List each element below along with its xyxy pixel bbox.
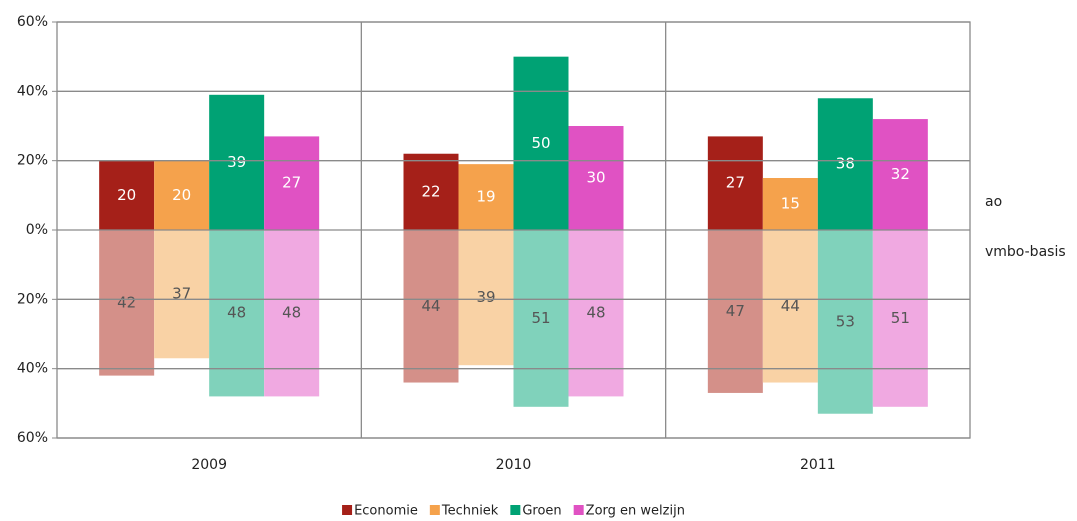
bar: [762, 230, 818, 383]
value-label: 42: [117, 293, 136, 311]
x-tick-label: 2010: [496, 457, 532, 473]
bar: [209, 94, 265, 230]
legend-swatch: [510, 505, 521, 515]
legend-swatch: [342, 505, 353, 515]
legend-swatch: [429, 505, 440, 515]
value-label: 27: [282, 174, 301, 192]
value-label: 37: [172, 285, 191, 303]
bar: [264, 136, 320, 230]
x-tick-label: 2011: [800, 457, 836, 473]
value-label: 15: [781, 195, 800, 213]
bar: [154, 230, 210, 359]
legend-label: Economie: [354, 504, 418, 519]
legend: Economie Techniek Groen Zorg en welzijn: [342, 504, 685, 519]
value-label: 48: [282, 304, 301, 322]
value-label: 48: [586, 304, 605, 322]
value-label: 30: [586, 169, 605, 187]
value-label: 44: [781, 297, 800, 315]
bar: [872, 230, 928, 407]
bar: [707, 230, 763, 393]
y-tick-label: 40%: [17, 361, 48, 377]
bar: [403, 230, 459, 383]
legend-label: Groen: [522, 504, 561, 519]
y-tick-label: 60%: [17, 430, 48, 446]
value-label: 48: [227, 304, 246, 322]
bar: [568, 126, 624, 230]
y-tick-label: 20%: [17, 153, 48, 169]
bar: [99, 230, 155, 376]
bar: [872, 119, 928, 230]
layer-label: ao: [985, 194, 1002, 210]
y-tick-label: 0%: [26, 222, 48, 238]
x-tick-label: 2009: [191, 457, 227, 473]
value-label: 38: [836, 155, 855, 173]
value-label: 20: [172, 186, 191, 204]
legend-label: Techniek: [441, 504, 499, 519]
value-label: 39: [227, 153, 246, 171]
bar: [458, 230, 514, 366]
bar: [817, 98, 873, 231]
value-label: 39: [476, 288, 495, 306]
value-label: 44: [421, 297, 440, 315]
value-label: 47: [726, 302, 745, 320]
plot-border: [56, 21, 971, 439]
bar: [99, 160, 155, 230]
y-tick-label: 60%: [17, 14, 48, 30]
value-label: 27: [726, 174, 745, 192]
value-label: 20: [117, 186, 136, 204]
y-tick-label: 40%: [17, 83, 48, 99]
value-label: 53: [836, 312, 855, 330]
value-label: 22: [421, 182, 440, 200]
value-label: 32: [891, 165, 910, 183]
bar: [762, 178, 818, 230]
legend-swatch: [573, 505, 584, 515]
legend-label: Zorg en welzijn: [586, 504, 685, 519]
value-label: 51: [531, 309, 550, 327]
layer-label: vmbo-basis: [985, 244, 1066, 260]
bar: [458, 164, 514, 230]
bar: [513, 56, 569, 230]
value-label: 19: [476, 188, 495, 206]
bar: [154, 160, 210, 230]
value-label: 50: [531, 134, 550, 152]
y-tick-label: 20%: [17, 291, 48, 307]
bar: [513, 230, 569, 407]
value-label: 51: [891, 309, 910, 327]
bar: [403, 153, 459, 230]
bar: [817, 230, 873, 414]
bar: [707, 136, 763, 230]
